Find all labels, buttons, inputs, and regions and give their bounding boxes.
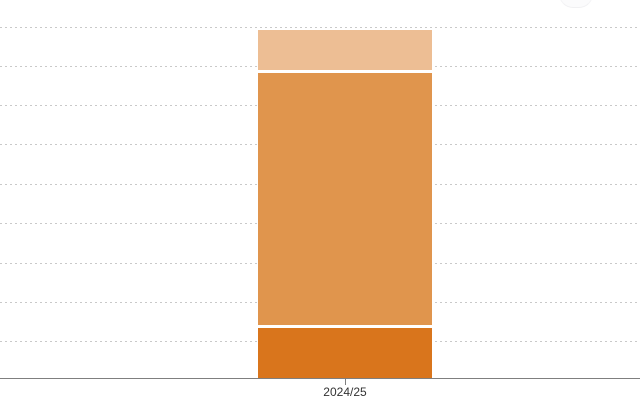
gridline xyxy=(0,27,640,28)
x-axis-line xyxy=(0,378,640,379)
x-axis-tick-label: 2024/25 xyxy=(323,385,367,399)
bar-segment-middle[interactable] xyxy=(258,73,432,325)
x-axis-tick xyxy=(345,379,346,385)
bar-segment-top[interactable] xyxy=(258,30,432,70)
plot-area xyxy=(0,0,640,378)
bar-group xyxy=(258,0,432,378)
bar-segment-bottom[interactable] xyxy=(258,328,432,378)
